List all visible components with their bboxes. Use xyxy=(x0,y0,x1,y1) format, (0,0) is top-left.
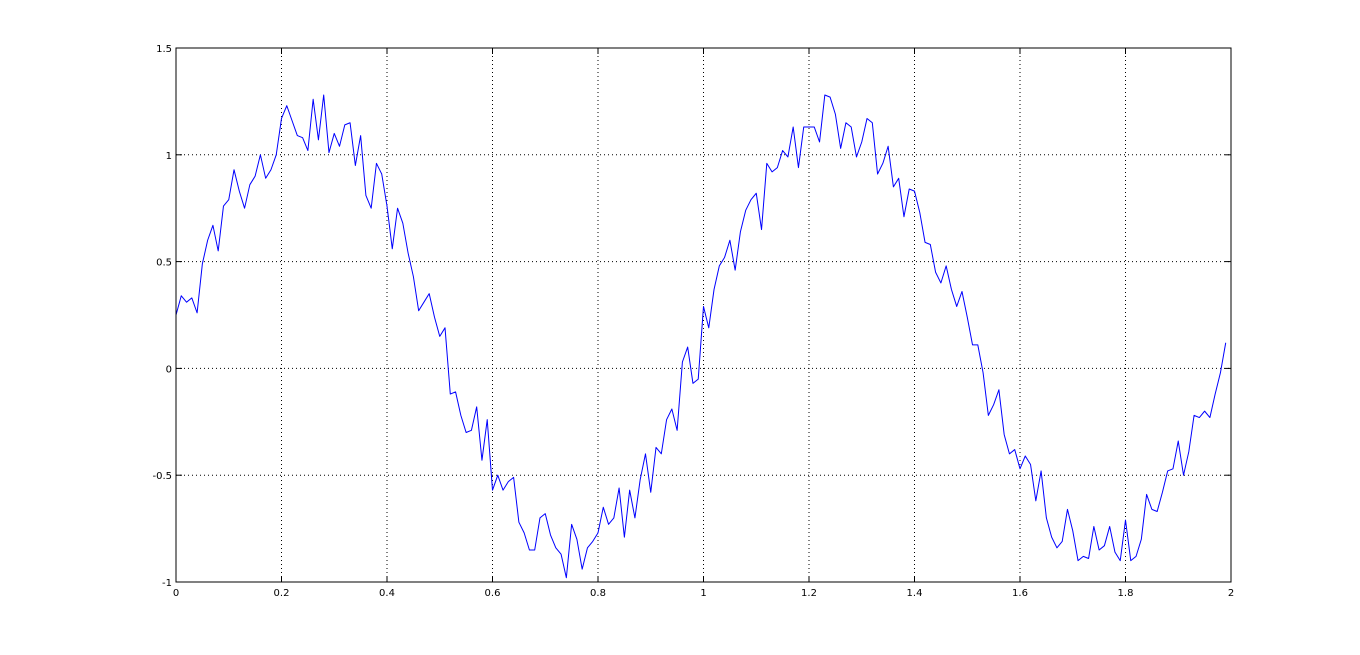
plot-area xyxy=(175,94,1227,579)
y-tick-label: -1 xyxy=(162,578,172,589)
x-tick-label: 0.8 xyxy=(590,588,606,599)
x-tick-label: 1.8 xyxy=(1118,588,1134,599)
y-tick-label: -0.5 xyxy=(152,471,172,482)
y-tick-label: 0.5 xyxy=(156,258,172,269)
axis-ticks xyxy=(175,47,1232,583)
x-tick-label: 0 xyxy=(173,588,179,599)
grid xyxy=(176,48,1231,582)
x-tick-label: 1.2 xyxy=(801,588,817,599)
x-tick-label: 2 xyxy=(1228,588,1234,599)
series-line xyxy=(175,94,1227,579)
x-axis-tick-labels: 0 0.2 0.4 0.6 0.8 1 1.2 1.4 1.6 1.8 2 xyxy=(173,588,1234,599)
y-tick-label: 0 xyxy=(166,364,172,375)
x-tick-label: 1.6 xyxy=(1012,588,1028,599)
x-tick-label: 0.6 xyxy=(485,588,501,599)
y-tick-label: 1 xyxy=(166,151,172,162)
x-tick-label: 1 xyxy=(700,588,706,599)
y-tick-label: 1.5 xyxy=(156,44,172,55)
y-axis-tick-labels: -1 -0.5 0 0.5 1 1.5 xyxy=(152,44,172,589)
x-tick-label: 1.4 xyxy=(907,588,923,599)
x-tick-label: 0.2 xyxy=(274,588,290,599)
x-tick-label: 0.4 xyxy=(379,588,395,599)
